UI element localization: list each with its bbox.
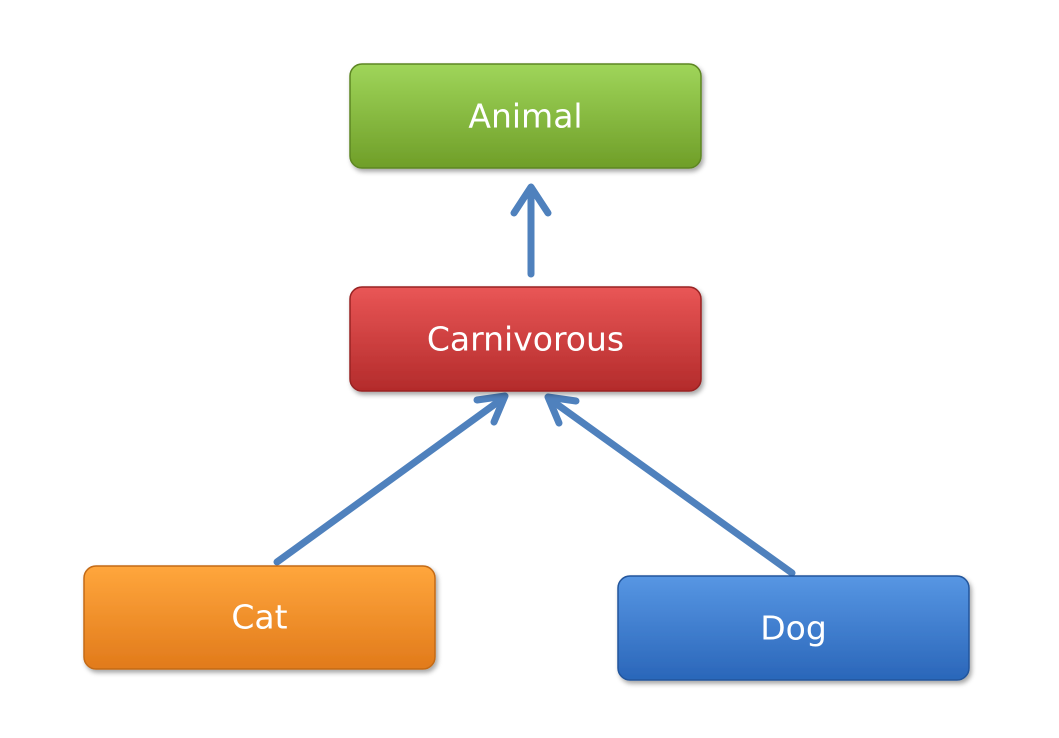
arrowhead-icon (544, 393, 580, 427)
node-dog[interactable]: Dog (617, 575, 970, 681)
node-dog-box (617, 575, 970, 681)
edge-line (273, 395, 506, 566)
node-carnivorous-box (349, 286, 702, 392)
node-cat[interactable]: Cat (83, 565, 436, 670)
node-cat-box (83, 565, 436, 670)
node-dog-label: Dog (760, 609, 827, 648)
node-animal[interactable]: Animal (349, 63, 702, 169)
edge-cat-to-carnivorous (273, 392, 509, 566)
node-cat-label: Cat (231, 598, 287, 637)
edge-line (547, 396, 796, 577)
node-animal-label: Animal (468, 97, 582, 136)
node-carnivorous[interactable]: Carnivorous (349, 286, 702, 392)
arrowhead-icon (510, 183, 552, 217)
arrowhead-icon (473, 392, 509, 426)
edge-dog-to-carnivorous (544, 393, 796, 577)
node-carnivorous-label: Carnivorous (427, 320, 624, 359)
edge-carnivorous-to-animal (510, 183, 552, 278)
node-animal-box (349, 63, 702, 169)
